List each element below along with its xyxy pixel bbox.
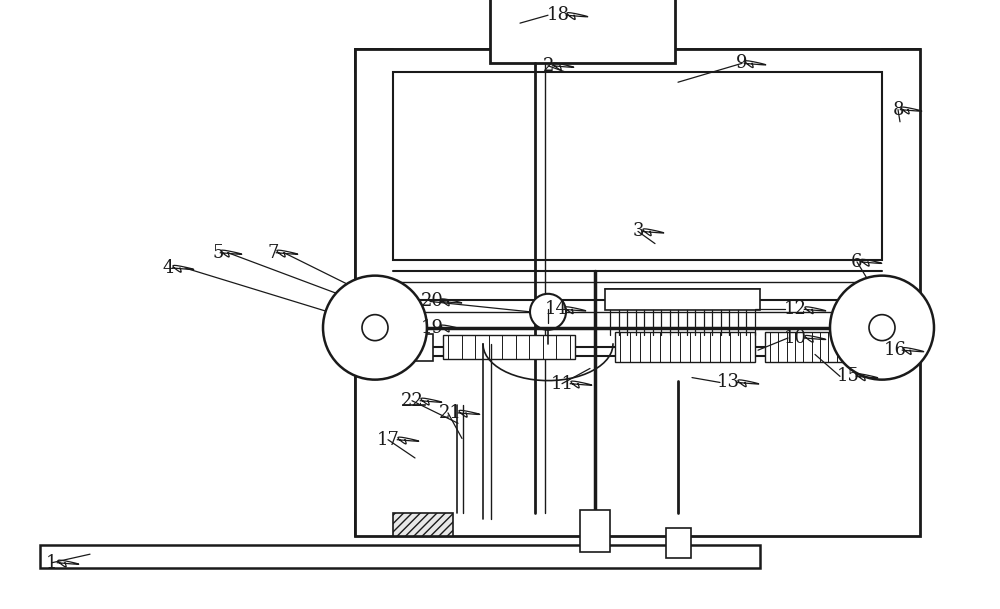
Text: 22: 22: [401, 392, 423, 410]
Bar: [355, 49, 920, 536]
Bar: [393, 72, 882, 260]
Text: 11: 11: [550, 375, 574, 393]
Bar: [666, 528, 691, 558]
Text: 13: 13: [716, 373, 740, 392]
Text: 16: 16: [884, 341, 906, 359]
Text: 14: 14: [545, 300, 567, 319]
Text: 21: 21: [439, 404, 461, 422]
Text: 7: 7: [267, 244, 279, 262]
Bar: [393, 513, 453, 536]
Text: 8: 8: [892, 100, 904, 119]
Text: 18: 18: [546, 6, 570, 24]
Circle shape: [323, 276, 427, 379]
Text: 19: 19: [420, 319, 444, 337]
Bar: [765, 332, 850, 362]
Bar: [393, 72, 882, 260]
Text: 17: 17: [377, 431, 399, 449]
Circle shape: [362, 315, 388, 340]
Bar: [490, 0, 675, 63]
Bar: [443, 335, 575, 359]
Bar: [355, 49, 920, 72]
Bar: [40, 545, 760, 568]
Bar: [355, 513, 920, 536]
Text: 20: 20: [421, 292, 443, 311]
Circle shape: [530, 294, 566, 330]
Bar: [605, 289, 760, 310]
Text: 4: 4: [162, 259, 174, 277]
Text: 2: 2: [542, 57, 554, 75]
Text: 10: 10: [784, 329, 806, 347]
Bar: [355, 49, 393, 536]
Bar: [395, 334, 433, 361]
Bar: [615, 332, 755, 362]
Bar: [882, 49, 920, 536]
Text: 15: 15: [837, 367, 859, 385]
Text: 9: 9: [736, 54, 748, 72]
Text: 1: 1: [46, 554, 58, 572]
Text: 5: 5: [212, 244, 224, 262]
Text: 3: 3: [632, 222, 644, 241]
Circle shape: [830, 276, 934, 379]
Bar: [580, 510, 610, 552]
Text: 12: 12: [784, 300, 806, 319]
Circle shape: [869, 315, 895, 340]
Text: 6: 6: [851, 253, 863, 271]
